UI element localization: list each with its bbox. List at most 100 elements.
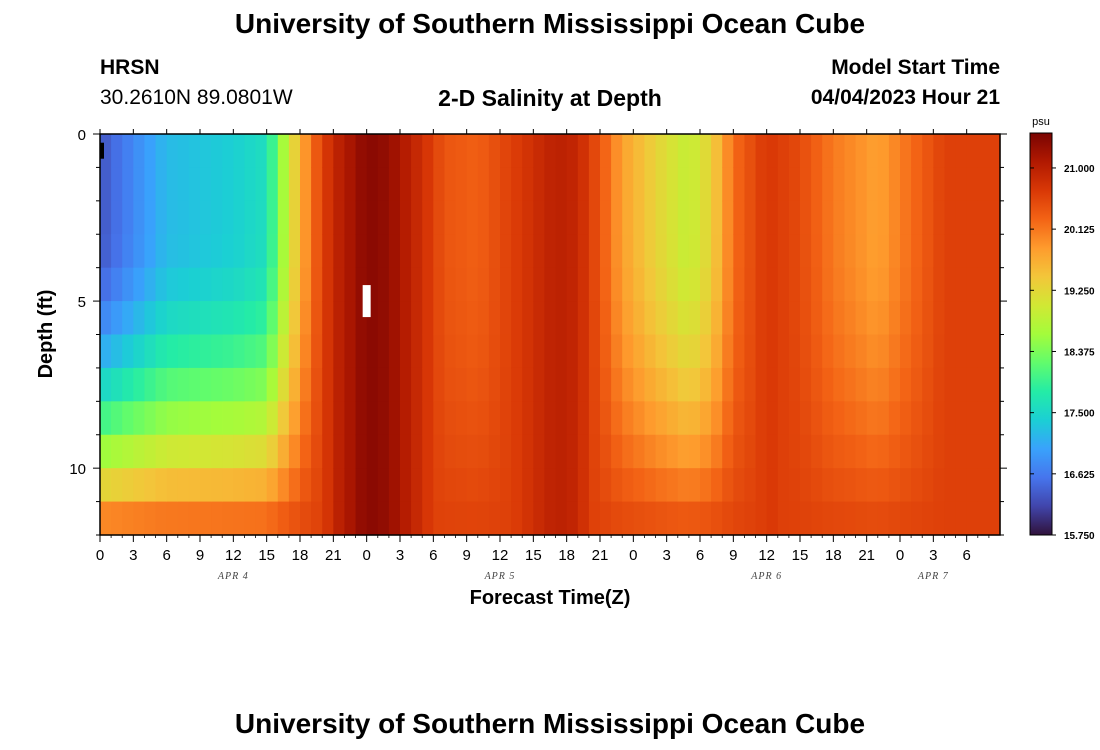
heatmap-cell bbox=[377, 134, 390, 169]
heatmap-cell bbox=[133, 200, 146, 235]
heatmap-cell bbox=[988, 501, 1001, 536]
heatmap-cell bbox=[444, 468, 457, 503]
x-tick-label: 15 bbox=[792, 547, 809, 564]
heatmap-cell bbox=[966, 334, 979, 369]
heatmap-cell bbox=[122, 301, 134, 336]
heatmap-cell bbox=[533, 367, 546, 402]
heatmap-cell bbox=[511, 334, 523, 369]
heatmap-cell bbox=[177, 301, 190, 336]
heatmap-cell bbox=[955, 267, 968, 302]
heatmap-cell bbox=[788, 267, 801, 302]
heatmap-cell bbox=[733, 468, 746, 503]
heatmap-cell bbox=[844, 234, 857, 269]
heatmap-cell bbox=[122, 334, 134, 369]
heatmap-cell bbox=[855, 267, 868, 302]
heatmap-cell bbox=[422, 301, 434, 336]
heatmap-cell bbox=[733, 200, 746, 235]
y-tick-label: 10 bbox=[69, 461, 86, 478]
x-tick-label: 12 bbox=[758, 547, 775, 564]
heatmap-cell bbox=[966, 434, 979, 469]
heatmap-cell bbox=[211, 134, 223, 169]
heatmap-cell bbox=[166, 301, 179, 336]
heatmap-cell bbox=[477, 267, 490, 302]
missing-data-marker bbox=[362, 285, 371, 318]
heatmap-cell bbox=[300, 501, 312, 536]
heatmap-cell bbox=[411, 367, 423, 402]
heatmap-cell bbox=[255, 501, 268, 536]
heatmap-cell bbox=[755, 367, 768, 402]
heatmap-cell bbox=[866, 401, 879, 436]
date-label: APR 7 bbox=[917, 571, 949, 582]
heatmap-cell bbox=[388, 134, 401, 169]
heatmap-cell bbox=[144, 134, 157, 169]
heatmap-cell bbox=[655, 501, 668, 536]
heatmap-cell bbox=[122, 468, 134, 503]
heatmap-cell bbox=[600, 167, 612, 202]
heatmap-cell bbox=[266, 501, 279, 536]
heatmap-cell bbox=[211, 234, 223, 269]
heatmap-cell bbox=[811, 134, 823, 169]
heatmap-cell bbox=[122, 267, 134, 302]
heatmap-cell bbox=[966, 234, 979, 269]
heatmap-cell bbox=[233, 367, 246, 402]
heatmap-cell bbox=[988, 401, 1001, 436]
heatmap-cell bbox=[900, 434, 912, 469]
heatmap-cell bbox=[766, 468, 779, 503]
heatmap-cell bbox=[355, 134, 368, 169]
heatmap-cell bbox=[477, 301, 490, 336]
heatmap-cell bbox=[966, 200, 979, 235]
heatmap-cell bbox=[900, 334, 912, 369]
colorbar-tick-label: 19.250 bbox=[1064, 286, 1095, 297]
heatmap-cell bbox=[788, 401, 801, 436]
heatmap-cell bbox=[822, 167, 834, 202]
heatmap-cell bbox=[933, 401, 946, 436]
heatmap-cell bbox=[400, 367, 412, 402]
heatmap-cell bbox=[855, 468, 868, 503]
heatmap-cell bbox=[266, 334, 279, 369]
heatmap-cell bbox=[944, 301, 957, 336]
heatmap-cell bbox=[977, 501, 990, 536]
heatmap-cell bbox=[722, 334, 734, 369]
heatmap-cell bbox=[977, 334, 990, 369]
heatmap-cell bbox=[733, 134, 746, 169]
heatmap-cell bbox=[488, 468, 501, 503]
heatmap-cell bbox=[655, 134, 668, 169]
heatmap-cell bbox=[177, 501, 190, 536]
heatmap-cell bbox=[466, 301, 479, 336]
heatmap-cell bbox=[588, 401, 601, 436]
heatmap-cell bbox=[833, 234, 846, 269]
heatmap-cell bbox=[566, 167, 579, 202]
heatmap-cell bbox=[777, 167, 790, 202]
heatmap-cell bbox=[833, 167, 846, 202]
heatmap-cell bbox=[355, 200, 368, 235]
heatmap-cell bbox=[722, 134, 734, 169]
heatmap-cell bbox=[644, 367, 657, 402]
x-tick-label: 21 bbox=[325, 547, 342, 564]
heatmap-cell bbox=[566, 367, 579, 402]
heatmap-cell bbox=[944, 434, 957, 469]
heatmap-cell bbox=[677, 468, 690, 503]
heatmap-cell bbox=[111, 167, 123, 202]
heatmap-cell bbox=[377, 367, 390, 402]
heatmap-cell bbox=[155, 334, 168, 369]
heatmap-cell bbox=[655, 367, 668, 402]
heatmap-cell bbox=[233, 501, 246, 536]
heatmap-cell bbox=[911, 334, 923, 369]
heatmap-cell bbox=[300, 367, 312, 402]
heatmap-cell bbox=[166, 434, 179, 469]
heatmap-cell bbox=[944, 200, 957, 235]
heatmap-cell bbox=[388, 334, 401, 369]
heatmap-cell bbox=[977, 434, 990, 469]
heatmap-cell bbox=[977, 200, 990, 235]
heatmap-cell bbox=[611, 434, 623, 469]
heatmap-cell bbox=[155, 134, 168, 169]
heatmap-cell bbox=[611, 234, 623, 269]
heatmap-cell bbox=[555, 434, 568, 469]
heatmap-cell bbox=[411, 501, 423, 536]
heatmap-cell bbox=[411, 334, 423, 369]
heatmap-cell bbox=[366, 401, 379, 436]
heatmap-cell bbox=[988, 200, 1001, 235]
x-tick-label: 3 bbox=[929, 547, 937, 564]
x-axis-title: Forecast Time(Z) bbox=[470, 587, 631, 609]
heatmap-cell bbox=[688, 367, 701, 402]
